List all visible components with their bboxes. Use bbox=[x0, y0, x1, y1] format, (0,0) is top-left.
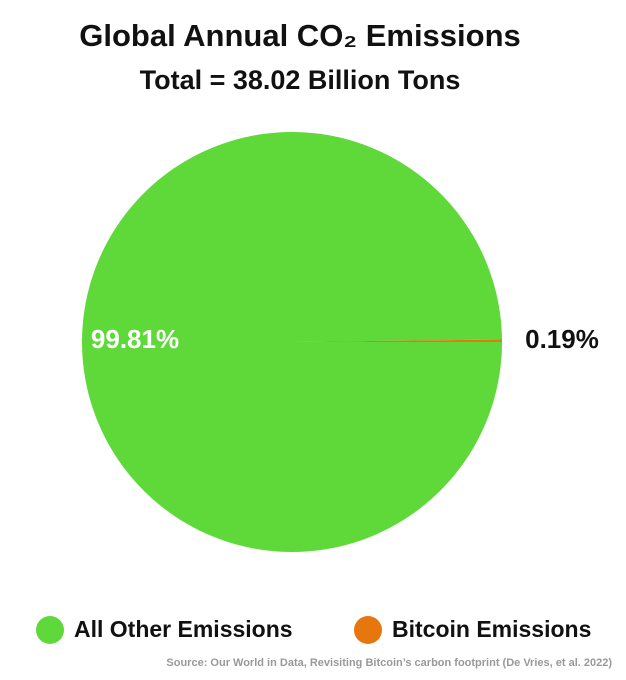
legend-swatch bbox=[354, 616, 382, 644]
data-label: 0.19% bbox=[525, 324, 599, 354]
data-label: 99.81% bbox=[91, 324, 179, 354]
pie-slice bbox=[82, 131, 503, 552]
chart-subtitle: Total = 38.02 Billion Tons bbox=[140, 65, 461, 95]
legend-label: Bitcoin Emissions bbox=[392, 616, 591, 642]
pie-slice bbox=[292, 339, 502, 342]
legend-label: All Other Emissions bbox=[74, 616, 293, 642]
source-note: Source: Our World in Data, Revisiting Bi… bbox=[166, 657, 612, 669]
legend-swatch bbox=[36, 616, 64, 644]
chart-title: Global Annual CO₂ Emissions bbox=[79, 18, 521, 53]
